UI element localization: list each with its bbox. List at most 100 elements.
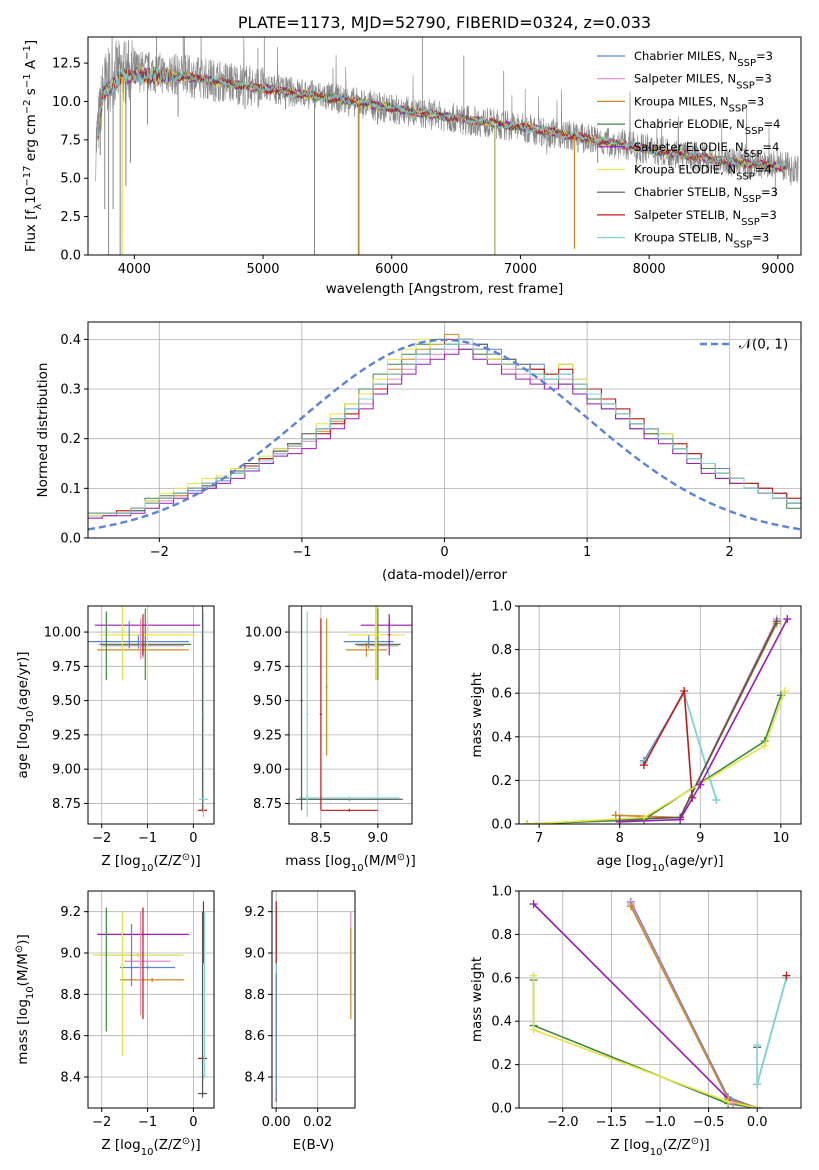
y-tick-label: 0.0	[60, 532, 81, 547]
y-tick-label: 0.8	[491, 928, 512, 943]
y-tick-label: 12.5	[52, 57, 81, 72]
mass_vs_Z-plot	[92, 901, 209, 1098]
legend-entry: Kroupa STELIB, NSSP=3	[634, 231, 769, 251]
weight-marker-salpeter_elodie	[615, 817, 624, 824]
weight-marker-kroupa_stelib	[753, 1041, 762, 1050]
x-axis-label: Z [log10(Z/Z⊙)]	[101, 852, 200, 874]
ticks: 0.00 0.02 8.4 8.6 8.8 9.0 9.2	[244, 905, 332, 1130]
y-tick-label: 0.4	[491, 730, 512, 745]
y-tick-label: 9.75	[253, 660, 282, 675]
ticks: −2 −1 0 8.75 9.00 9.25 9.50 9.75 10.00	[44, 626, 198, 846]
spectrum-plot	[95, 37, 799, 255]
x-tick-label: 0.02	[303, 1115, 332, 1130]
x-tick-label: 0.0	[747, 1115, 768, 1130]
weight-marker-kroupa_elodie	[523, 820, 532, 824]
weight-line-chabrier_stelib	[527, 620, 778, 824]
y-tick-label: 9.25	[253, 728, 282, 743]
mass_vs_Z-frame	[87, 890, 215, 1109]
y-tick-label: 8.8	[244, 988, 265, 1003]
y-tick-label: 8.75	[253, 797, 282, 812]
weight-line-salpeter_stelib	[643, 688, 693, 798]
y-tick-label: 0.8	[491, 643, 512, 658]
age_vs_Z-plot	[88, 606, 209, 818]
y-tick-label: 9.2	[244, 905, 265, 920]
x-axis-label: Z [log10(Z/Z⊙)]	[101, 1136, 200, 1158]
weight-line-kroupa_stelib	[756, 977, 788, 1085]
weight-marker-kroupa_elodie	[724, 1097, 733, 1106]
weight-line-kroupa_miles	[615, 623, 778, 819]
weight-marker-salpeter_stelib	[782, 971, 791, 980]
legend-entry: Salpeter MILES, NSSP=3	[634, 72, 772, 92]
y-axis-label: mass [log10(M/M⊙)]	[14, 934, 36, 1064]
weight-marker-chabrier_stelib	[772, 617, 781, 626]
model-spectrum-kroupa_stelib	[97, 67, 786, 172]
weight_vs_Z-plot	[529, 897, 791, 1108]
chart-title: PLATE=1173, MJD=52790, FIBERID=0324, z=0…	[238, 13, 651, 32]
x-tick-label: 8	[616, 831, 624, 846]
histogram-series-salpeter_elodie	[88, 348, 801, 538]
y-tick-label: 0.4	[60, 333, 81, 348]
data-spectrum	[95, 37, 799, 198]
y-axis-label: mass weight	[469, 672, 485, 757]
x-tick-label: −1.0	[644, 1115, 676, 1130]
y-tick-label: 0.0	[60, 249, 81, 264]
weight-marker-salpeter_stelib	[680, 687, 689, 696]
x-tick-label: −0.5	[693, 1115, 725, 1130]
weight-line-salpeter_miles	[615, 618, 778, 819]
y-tick-label: 10.00	[245, 626, 282, 641]
weight-line-kroupa_elodie	[532, 975, 758, 1108]
y-tick-label: 8.4	[60, 1071, 81, 1086]
x-tick-label: 0.00	[262, 1115, 291, 1130]
weight-marker-salpeter_miles	[728, 1099, 737, 1108]
legend-entry: Salpeter ELODIE, NSSP=4	[634, 140, 779, 160]
legend-entry: Chabrier ELODIE, NSSP=4	[634, 117, 780, 137]
age_vs_mass-plot	[295, 606, 412, 818]
weight_vs_age-frame	[518, 605, 802, 825]
x-tick-label: 8000	[633, 262, 666, 277]
x-tick-label: −1	[292, 545, 311, 560]
x-tick-label: 7000	[504, 262, 537, 277]
weight-marker-salpeter_elodie	[529, 900, 538, 909]
weight-marker-salpeter_stelib	[639, 761, 648, 770]
x-tick-label: 8.5	[311, 831, 332, 846]
x-tick-label: 2	[726, 545, 734, 560]
histogram-plot	[88, 333, 801, 538]
weight-marker-kroupa_elodie	[529, 971, 538, 980]
x-axis-label: age [log10(age/yr)]	[596, 853, 723, 874]
x-tick-label: −2	[150, 545, 169, 560]
y-tick-label: 9.00	[52, 763, 81, 778]
y-tick-label: 1.0	[491, 885, 512, 900]
x-tick-label: 9000	[761, 262, 794, 277]
y-tick-label: 9.50	[253, 694, 282, 709]
weight-marker-salpeter_elodie	[783, 615, 792, 624]
weight-marker-kroupa_elodie	[529, 1025, 538, 1034]
x-tick-label: 4000	[118, 262, 151, 277]
x-axis-label: mass [log10(M/M⊙)]	[285, 852, 415, 874]
x-tick-label: −1.5	[596, 1115, 628, 1130]
model-spectrum-salpeter_elodie	[97, 67, 786, 171]
weight-marker-salpeter_elodie	[696, 780, 705, 789]
y-tick-label: 9.2	[60, 905, 81, 920]
ticks: −2.0 −1.5 −1.0 −0.5 0.0 0.0 0.2 0.4 0.6 0.8 1.0	[491, 885, 767, 1131]
y-tick-label: 5.0	[60, 172, 81, 187]
ticks: 4000 5000 6000 7000 8000 9000 0.0 2.5 5.0 7.5 10.0…	[52, 57, 794, 277]
ticks: −2 −1 0 1 2 0.0 0.1 0.2 0.3 0.4	[60, 333, 734, 560]
spectrum-legend: Chabrier MILES, NSSP=3 Salpeter MILES, NS…	[597, 49, 780, 250]
y-tick-label: 10.0	[52, 95, 81, 110]
x-tick-label: 6000	[375, 262, 408, 277]
y-tick-label: 10.00	[44, 626, 81, 641]
y-tick-label: 8.8	[60, 988, 81, 1003]
normal-curve	[88, 338, 801, 531]
legend-entry: Kroupa MILES, NSSP=3	[634, 94, 764, 114]
y-tick-label: 0.0	[491, 1102, 512, 1117]
y-tick-label: 9.50	[52, 694, 81, 709]
legend-entry: Chabrier MILES, NSSP=3	[634, 49, 773, 69]
x-axis-label: Z [log10(Z/Z⊙)]	[610, 1136, 709, 1158]
x-axis-label: wavelength [Angstrom, rest frame]	[326, 281, 564, 297]
weight-marker-kroupa_elodie	[753, 1104, 762, 1108]
y-tick-label: 0.4	[491, 1015, 512, 1030]
y-axis-label: age [log10(age/yr)]	[15, 651, 36, 778]
x-tick-label: 7	[535, 831, 543, 846]
mass_vs_ebv-axes	[272, 891, 355, 1108]
y-tick-label: 9.25	[52, 728, 81, 743]
